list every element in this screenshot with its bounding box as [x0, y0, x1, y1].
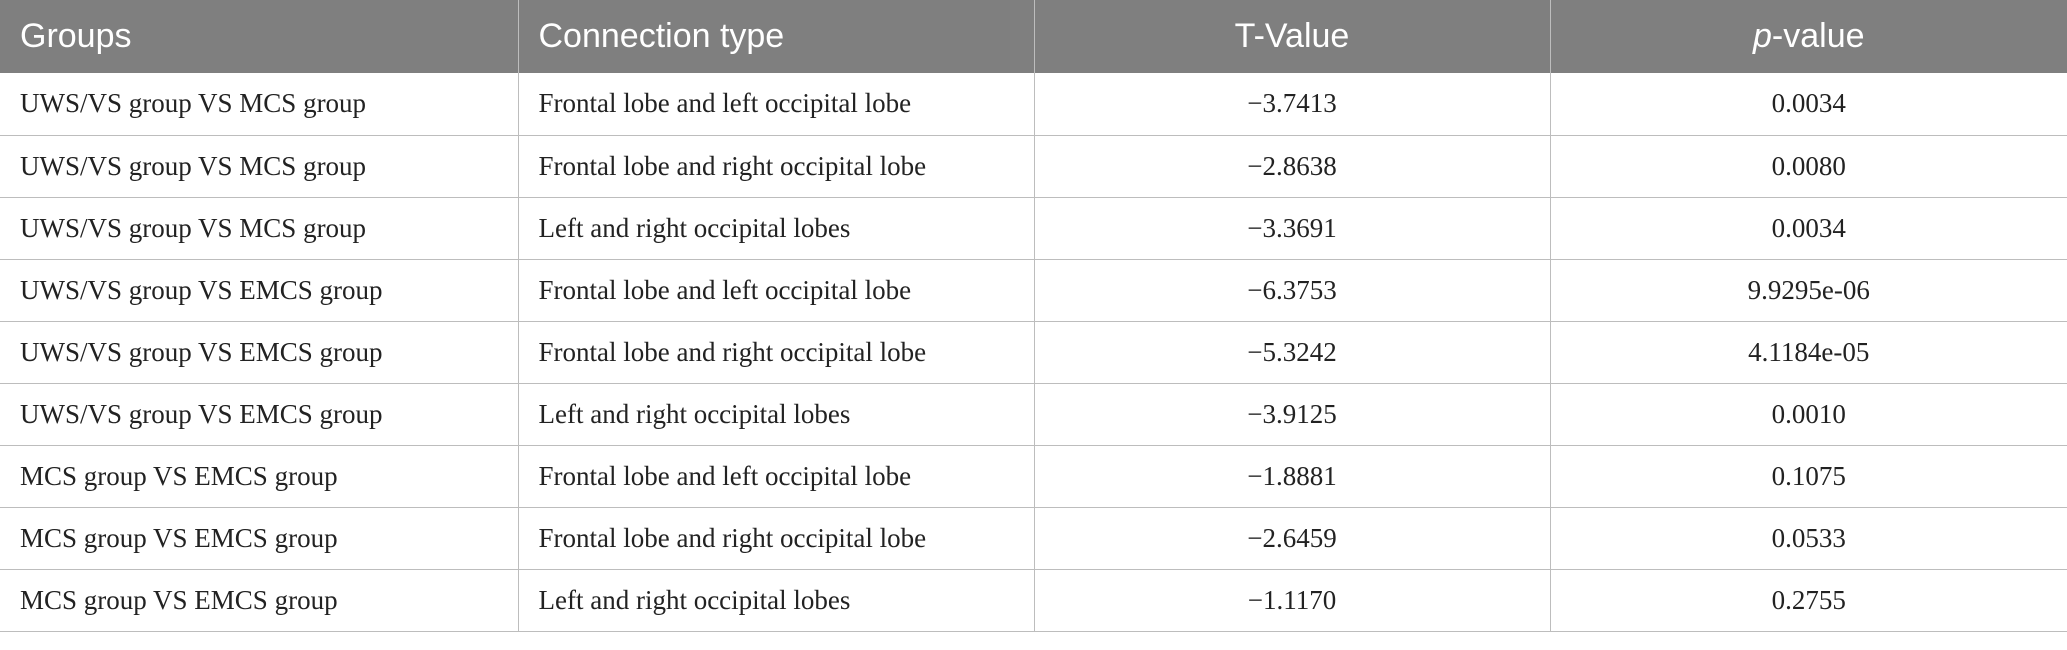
cell-t-value: −3.7413 [1033, 73, 1550, 136]
table-row: UWS/VS group VS MCS group Frontal lobe a… [0, 135, 2067, 198]
cell-groups: UWS/VS group VS EMCS group [0, 321, 518, 384]
table-row: UWS/VS group VS EMCS group Frontal lobe … [0, 321, 2067, 384]
table-body: UWS/VS group VS MCS group Frontal lobe a… [0, 73, 2067, 632]
cell-groups: MCS group VS EMCS group [0, 569, 518, 632]
table-row: UWS/VS group VS MCS group Frontal lobe a… [0, 73, 2067, 136]
cell-p-value: 9.9295e-06 [1549, 259, 2067, 322]
cell-groups: UWS/VS group VS EMCS group [0, 383, 518, 446]
cell-p-value: 0.2755 [1549, 569, 2067, 632]
cell-connection-type: Frontal lobe and right occipital lobe [517, 321, 1034, 384]
cell-p-value: 0.0034 [1549, 73, 2067, 136]
cell-connection-type: Frontal lobe and left occipital lobe [517, 445, 1034, 508]
header-p-value-italic: p [1752, 17, 1772, 55]
results-table: Groups Connection type T-Value p-value U… [0, 0, 2067, 632]
cell-connection-type: Frontal lobe and right occipital lobe [517, 507, 1034, 570]
header-connection-type: Connection type [517, 0, 1034, 73]
cell-connection-type: Frontal lobe and left occipital lobe [517, 259, 1034, 322]
cell-t-value: −2.6459 [1033, 507, 1550, 570]
cell-connection-type: Frontal lobe and right occipital lobe [517, 135, 1034, 198]
table-row: MCS group VS EMCS group Left and right o… [0, 569, 2067, 632]
table-row: MCS group VS EMCS group Frontal lobe and… [0, 445, 2067, 508]
cell-p-value: 0.0533 [1549, 507, 2067, 570]
table-row: MCS group VS EMCS group Frontal lobe and… [0, 507, 2067, 570]
header-row: Groups Connection type T-Value p-value [0, 0, 2067, 73]
header-groups: Groups [20, 17, 132, 55]
cell-groups: UWS/VS group VS EMCS group [0, 259, 518, 322]
cell-t-value: −3.3691 [1033, 197, 1550, 260]
cell-p-value: 0.0034 [1549, 197, 2067, 260]
cell-connection-type: Left and right occipital lobes [517, 383, 1034, 446]
table-row: UWS/VS group VS MCS group Left and right… [0, 197, 2067, 260]
results-table-container: Groups Connection type T-Value p-value U… [0, 0, 2067, 632]
cell-p-value: 4.1184e-05 [1549, 321, 2067, 384]
header-p-value-suffix: -value [1771, 17, 1865, 55]
cell-t-value: −5.3242 [1033, 321, 1550, 384]
cell-p-value: 0.1075 [1549, 445, 2067, 508]
cell-groups: MCS group VS EMCS group [0, 445, 518, 508]
cell-t-value: −1.8881 [1033, 445, 1550, 508]
cell-groups: MCS group VS EMCS group [0, 507, 518, 570]
cell-t-value: −1.1170 [1033, 569, 1550, 632]
cell-p-value: 0.0080 [1549, 135, 2067, 198]
cell-connection-type: Left and right occipital lobes [517, 569, 1034, 632]
cell-p-value: 0.0010 [1549, 383, 2067, 446]
cell-groups: UWS/VS group VS MCS group [0, 197, 518, 260]
table-header: Groups Connection type T-Value p-value [0, 0, 2067, 73]
header-t-value: T-Value [1033, 0, 1550, 73]
table-row: UWS/VS group VS EMCS group Left and righ… [0, 383, 2067, 446]
cell-connection-type: Left and right occipital lobes [517, 197, 1034, 260]
cell-t-value: −2.8638 [1033, 135, 1550, 198]
cell-t-value: −3.9125 [1033, 383, 1550, 446]
cell-connection-type: Frontal lobe and left occipital lobe [517, 73, 1034, 136]
table-row: UWS/VS group VS EMCS group Frontal lobe … [0, 259, 2067, 322]
cell-groups: UWS/VS group VS MCS group [0, 73, 518, 136]
cell-t-value: −6.3753 [1033, 259, 1550, 322]
header-p-value: p-value [1549, 0, 2067, 73]
cell-groups: UWS/VS group VS MCS group [0, 135, 518, 198]
